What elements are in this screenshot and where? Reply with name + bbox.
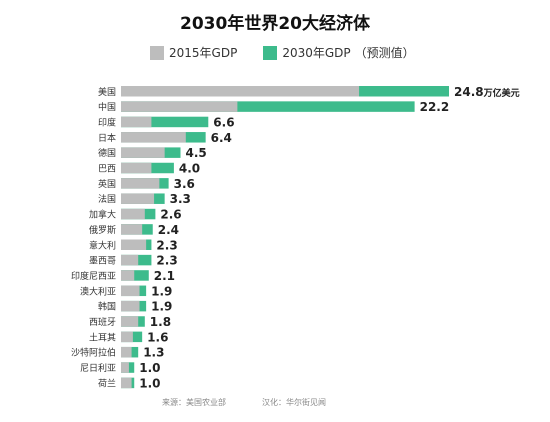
- bar-2015: [121, 362, 129, 373]
- legend-label-2030: 2030年GDP: [282, 46, 351, 60]
- bar-2015: [121, 316, 139, 327]
- translation-note: 汉化：华尔街见闻: [262, 398, 326, 407]
- legend-note: （预测值）: [354, 46, 415, 60]
- bar-2015: [121, 300, 140, 312]
- legend-item-2015: 2015年GDP: [150, 44, 237, 61]
- unit-label: 万亿美元: [483, 87, 520, 99]
- value-label: 22.2: [420, 100, 450, 114]
- bar-2015: [121, 193, 155, 204]
- value-label: 24.8万亿美元: [454, 85, 520, 99]
- category-label: 韩国: [98, 301, 116, 313]
- source-note: 来源：美国农业部: [162, 398, 226, 407]
- category-label: 巴西: [98, 164, 116, 175]
- category-label: 美国: [98, 86, 116, 98]
- category-label: 德国: [98, 147, 116, 159]
- value-label: 2.3: [156, 238, 177, 252]
- value-label: 2.3: [156, 254, 177, 268]
- category-label: 俄罗斯: [89, 224, 116, 236]
- chart-title: 2030年世界20大经济体: [180, 14, 370, 34]
- value-label: 4.0: [179, 162, 200, 176]
- category-label: 土耳其: [89, 331, 116, 343]
- bar-2030: [121, 116, 209, 128]
- category-label: 沙特阿拉伯: [71, 347, 116, 359]
- value-label: 6.4: [211, 131, 232, 145]
- category-label: 日本: [98, 132, 116, 144]
- value-label: 1.0: [139, 376, 160, 390]
- bar-2015: [121, 285, 140, 297]
- bar-2015: [121, 346, 132, 358]
- category-label: 印度: [98, 116, 116, 128]
- bar-2015: [121, 86, 360, 97]
- bar-2015: [121, 147, 165, 158]
- category-label: 意大利: [89, 239, 116, 251]
- legend-swatch-2030: [263, 45, 278, 60]
- category-label: 西班牙: [89, 316, 116, 328]
- value-label: 3.3: [170, 192, 191, 206]
- bar-2015: [121, 178, 160, 189]
- category-label: 加拿大: [89, 209, 116, 221]
- value-label: 1.6: [147, 330, 168, 344]
- bar-2015: [121, 254, 139, 266]
- bar-2015: [121, 270, 135, 281]
- legend: 2015年GDP 2030年GDP （预测值）: [150, 44, 441, 61]
- bar-2015: [121, 132, 186, 143]
- category-label: 澳大利亚: [80, 285, 116, 297]
- value-label: 1.0: [139, 361, 160, 375]
- bar-2015: [121, 101, 238, 112]
- bar-2030: [121, 101, 415, 112]
- category-label: 法国: [98, 193, 116, 205]
- legend-item-2030: 2030年GDP （预测值）: [263, 44, 415, 61]
- bar-2015: [121, 162, 152, 174]
- bar-2015: [121, 239, 147, 250]
- category-label: 墨西哥: [89, 256, 116, 267]
- value-label: 1.9: [151, 284, 172, 298]
- category-label: 荷兰: [98, 377, 116, 389]
- category-label: 印度尼西亚: [71, 270, 116, 282]
- value-label: 2.1: [154, 269, 175, 283]
- bar-2015: [121, 377, 132, 389]
- value-label: 1.8: [150, 315, 171, 329]
- category-label: 尼日利亚: [80, 362, 116, 374]
- category-label: 中国: [98, 101, 116, 113]
- value-label: 2.4: [158, 223, 179, 237]
- value-label: 3.6: [174, 177, 195, 191]
- value-label: 2.6: [160, 208, 181, 222]
- value-label: 4.5: [186, 146, 207, 160]
- bar-2015: [121, 224, 143, 235]
- bar-2030: [121, 270, 149, 281]
- bar-2015: [121, 208, 145, 220]
- bar-2015: [121, 116, 152, 128]
- value-label: 1.9: [151, 300, 172, 314]
- bar-2015: [121, 331, 133, 343]
- legend-label-2015: 2015年GDP: [169, 46, 238, 60]
- value-label: 6.6: [213, 115, 234, 129]
- value-label: 1.3: [143, 346, 164, 360]
- category-label: 英国: [98, 178, 116, 190]
- legend-swatch-2015: [150, 45, 164, 60]
